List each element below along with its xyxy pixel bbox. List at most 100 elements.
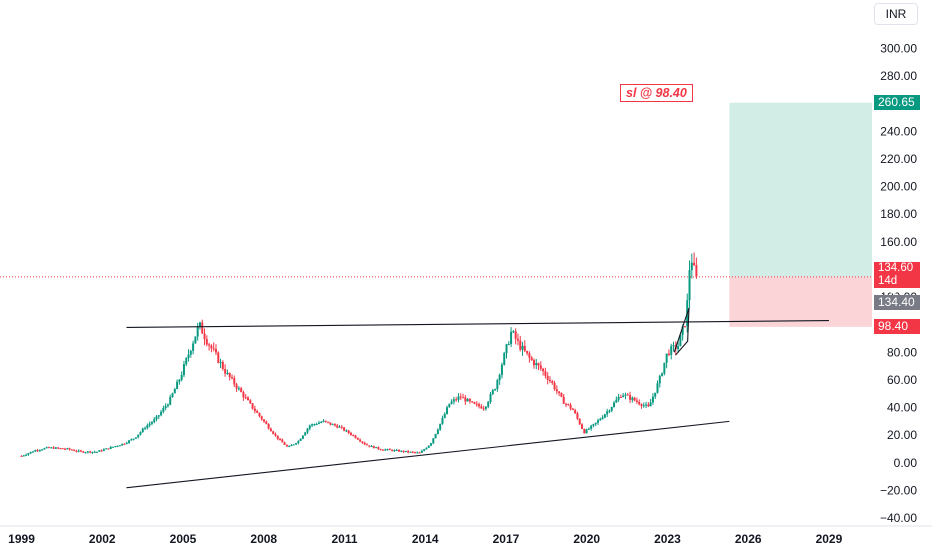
candle-body bbox=[345, 430, 348, 432]
candle-body bbox=[169, 397, 172, 405]
candle-body bbox=[317, 422, 320, 425]
candle-body bbox=[416, 452, 419, 454]
candles bbox=[20, 252, 698, 457]
candle-body bbox=[134, 437, 137, 439]
candle-body bbox=[235, 384, 238, 389]
x-tick-label: 2029 bbox=[816, 532, 843, 546]
candle-body bbox=[363, 442, 366, 445]
candle-body bbox=[478, 404, 481, 407]
candle-body bbox=[338, 426, 341, 428]
candle-body bbox=[247, 397, 250, 401]
candle-body bbox=[306, 428, 309, 433]
candle-body bbox=[530, 357, 533, 361]
candle-body bbox=[468, 398, 471, 402]
candle-body bbox=[130, 439, 133, 441]
x-tick-label: 2011 bbox=[331, 532, 357, 546]
candle-body bbox=[155, 416, 158, 420]
candle-body bbox=[166, 404, 169, 407]
candle-body bbox=[558, 391, 561, 393]
candle-body bbox=[240, 388, 243, 393]
candle-body bbox=[462, 397, 465, 399]
candle-body bbox=[52, 447, 55, 449]
candle-body bbox=[430, 443, 433, 446]
candle-body bbox=[603, 414, 606, 418]
candle-body bbox=[354, 435, 357, 439]
trend-lines bbox=[126, 307, 829, 489]
candle-body bbox=[162, 407, 165, 412]
candle-body bbox=[539, 365, 542, 369]
candle-body bbox=[466, 398, 469, 402]
candle-body bbox=[587, 428, 590, 430]
candle-body bbox=[93, 451, 96, 453]
candle-body bbox=[633, 397, 636, 401]
candle-body bbox=[251, 403, 254, 409]
candle-body bbox=[164, 406, 167, 408]
candle-body bbox=[452, 399, 455, 402]
candle-body bbox=[555, 389, 558, 392]
candle-body bbox=[331, 424, 334, 426]
candle-body bbox=[592, 424, 595, 426]
candle-body bbox=[285, 444, 288, 447]
candle-body bbox=[34, 450, 37, 452]
y-tick-label: 0.00 bbox=[894, 456, 918, 470]
candle-body bbox=[423, 449, 426, 451]
candle-body bbox=[237, 388, 240, 390]
candle-body bbox=[208, 344, 211, 346]
candle-body bbox=[381, 449, 384, 451]
candle-body bbox=[581, 424, 584, 429]
candle-body bbox=[667, 353, 670, 355]
candle-body bbox=[404, 450, 407, 452]
candle-body bbox=[224, 368, 227, 374]
candle-body bbox=[441, 417, 444, 424]
candle-body bbox=[546, 375, 549, 380]
currency-button[interactable]: INR bbox=[874, 3, 918, 25]
candle-body bbox=[459, 396, 462, 398]
candle-body bbox=[645, 404, 648, 406]
candle-body bbox=[214, 349, 217, 353]
candle-body bbox=[569, 404, 572, 409]
candle-body bbox=[521, 345, 524, 350]
candle-body bbox=[249, 400, 252, 404]
stop-zone bbox=[729, 276, 872, 327]
candle-body bbox=[295, 443, 298, 445]
candle-body bbox=[25, 454, 28, 456]
candle-body bbox=[377, 447, 380, 450]
candle-body bbox=[409, 451, 412, 453]
candle-body bbox=[365, 444, 368, 446]
candle-body bbox=[473, 402, 476, 404]
candle-body bbox=[448, 403, 451, 408]
candle-body bbox=[308, 425, 311, 429]
candle-body bbox=[301, 435, 304, 439]
y-tick-label: −40.00 bbox=[880, 511, 917, 525]
candle-body bbox=[89, 451, 92, 453]
candle-body bbox=[292, 444, 295, 446]
candle-body bbox=[425, 447, 428, 450]
candle-body bbox=[494, 389, 497, 391]
candle-body bbox=[681, 326, 684, 335]
candle-body bbox=[57, 447, 60, 449]
candle-body bbox=[343, 427, 346, 431]
candle-body bbox=[322, 420, 325, 422]
y-tick-label: 240.00 bbox=[880, 124, 917, 138]
candle-body bbox=[299, 438, 302, 441]
candle-body bbox=[551, 381, 554, 383]
candle-body bbox=[439, 423, 442, 430]
candle-body bbox=[86, 451, 89, 453]
trend-line bbox=[126, 420, 730, 489]
candle-body bbox=[116, 445, 119, 447]
candle-body bbox=[375, 447, 378, 449]
candle-body bbox=[434, 433, 437, 439]
candle-body bbox=[226, 372, 229, 374]
candle-body bbox=[402, 450, 405, 452]
candle-body bbox=[475, 403, 478, 405]
target-zone bbox=[729, 102, 872, 277]
candle-body bbox=[526, 350, 529, 354]
y-tick-label: 80.00 bbox=[887, 345, 917, 359]
candle-body bbox=[148, 423, 151, 426]
candle-body bbox=[553, 382, 556, 390]
stop-loss-note[interactable]: sl @ 98.40 bbox=[620, 84, 693, 102]
candle-body bbox=[532, 360, 535, 366]
candle-body bbox=[594, 422, 597, 425]
x-tick-label: 2026 bbox=[735, 532, 762, 546]
